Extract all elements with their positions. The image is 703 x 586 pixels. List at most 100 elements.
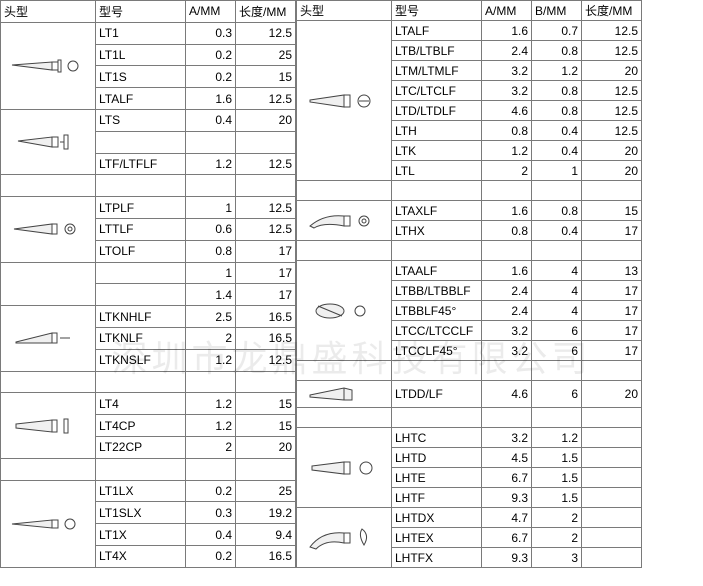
cell-b: 4: [532, 301, 582, 321]
cell-model: LTTLF: [96, 218, 186, 240]
cell-a: 0.2: [186, 44, 236, 66]
cell-model: LHTDX: [392, 508, 482, 528]
cell-model: LTPLF: [96, 197, 186, 219]
cell-len: [582, 428, 642, 448]
cell-len: 19.2: [236, 502, 296, 524]
cell-b: [532, 361, 582, 381]
cell-len: [582, 468, 642, 488]
cell-len: 12.5: [236, 88, 296, 110]
table-row: LHTC3.21.2: [297, 428, 642, 448]
tip-icon-slot2: [1, 393, 96, 458]
table-row: [1, 175, 296, 197]
tip-icon-cone: [1, 197, 96, 262]
cell-model: LT22CP: [96, 436, 186, 458]
cell-a: [186, 175, 236, 197]
header-b: B/MM: [532, 1, 582, 21]
cell-b: 3: [532, 548, 582, 568]
cell-b: 0.8: [532, 101, 582, 121]
tip-icon-blank: [1, 175, 96, 197]
table-row: LHTDX4.72: [297, 508, 642, 528]
cell-a: 0.6: [186, 218, 236, 240]
cell-a: 4.7: [482, 508, 532, 528]
cell-model: [392, 181, 482, 201]
header-a: A/MM: [482, 1, 532, 21]
cell-len: 12.5: [582, 41, 642, 61]
cell-a: 4.6: [482, 101, 532, 121]
cell-b: 4: [532, 281, 582, 301]
cell-len: 13: [582, 261, 642, 281]
cell-a: 1.2: [482, 141, 532, 161]
cell-len: [582, 361, 642, 381]
cell-model: LT4X: [96, 545, 186, 567]
cell-a: [186, 458, 236, 480]
cell-a: [482, 241, 532, 261]
tip-icon-blank: [1, 458, 96, 480]
table-row: [297, 181, 642, 201]
cell-model: [96, 458, 186, 480]
cell-len: 17: [582, 221, 642, 241]
cell-len: 17: [236, 284, 296, 306]
cell-len: 20: [582, 381, 642, 408]
table-row: LTAXLF1.60.815: [297, 201, 642, 221]
cell-model: LHTFX: [392, 548, 482, 568]
cell-len: 20: [236, 436, 296, 458]
cell-b: 1: [532, 161, 582, 181]
cell-a: 0.8: [482, 121, 532, 141]
cell-len: 17: [236, 240, 296, 262]
cell-len: 15: [582, 201, 642, 221]
cell-b: 6: [532, 381, 582, 408]
table-row: LTAALF1.6413: [297, 261, 642, 281]
cell-model: LTKNHLF: [96, 306, 186, 328]
cell-model: LTDD/LF: [392, 381, 482, 408]
cell-len: 12.5: [236, 218, 296, 240]
cell-model: [96, 371, 186, 393]
cell-len: 12.5: [236, 22, 296, 44]
header-len: 长度/MM: [582, 1, 642, 21]
cell-a: 0.8: [186, 240, 236, 262]
cell-b: 4: [532, 261, 582, 281]
cell-a: 6.7: [482, 468, 532, 488]
cell-len: 12.5: [236, 197, 296, 219]
cell-a: 0.2: [186, 66, 236, 88]
cell-a: 1.6: [186, 88, 236, 110]
cell-model: LTH: [392, 121, 482, 141]
tip-icon-slot: [1, 109, 96, 174]
tip-icon-needle2: [1, 480, 96, 567]
cell-b: 0.7: [532, 21, 582, 41]
cell-b: 0.8: [532, 201, 582, 221]
cell-a: 1.2: [186, 153, 236, 175]
cell-model: LTC/LTCLF: [392, 81, 482, 101]
cell-b: 0.4: [532, 221, 582, 241]
cell-model: LTKNLF: [96, 327, 186, 349]
cell-len: 16.5: [236, 545, 296, 567]
cell-a: 3.2: [482, 428, 532, 448]
cell-len: 17: [582, 321, 642, 341]
cell-a: 1.6: [482, 201, 532, 221]
cell-model: LT1S: [96, 66, 186, 88]
cell-a: 1.2: [186, 415, 236, 437]
table-row: [297, 408, 642, 428]
header-head: 头型: [1, 1, 96, 23]
cell-model: LHTC: [392, 428, 482, 448]
tip-icon-blank: [1, 262, 96, 306]
cell-model: LTKNSLF: [96, 349, 186, 371]
cell-model: LHTE: [392, 468, 482, 488]
tip-icon-blank: [297, 361, 392, 381]
cell-model: LTALF: [392, 21, 482, 41]
cell-a: 9.3: [482, 488, 532, 508]
table-row: LT1LX0.225: [1, 480, 296, 502]
left-spec-table: 头型型号A/MM长度/MMLT10.312.5LT1L0.225LT1S0.21…: [0, 0, 296, 568]
cell-len: 12.5: [582, 81, 642, 101]
cell-len: 15: [236, 415, 296, 437]
cell-model: [392, 241, 482, 261]
cell-a: 2: [482, 161, 532, 181]
cell-len: 17: [582, 281, 642, 301]
cell-model: LTK: [392, 141, 482, 161]
cell-len: 12.5: [582, 101, 642, 121]
cell-len: 17: [582, 301, 642, 321]
header-model: 型号: [96, 1, 186, 23]
header-head: 头型: [297, 1, 392, 21]
cell-model: LTAALF: [392, 261, 482, 281]
table-row: LTKNHLF2.516.5: [1, 306, 296, 328]
cell-model: LT1SLX: [96, 502, 186, 524]
